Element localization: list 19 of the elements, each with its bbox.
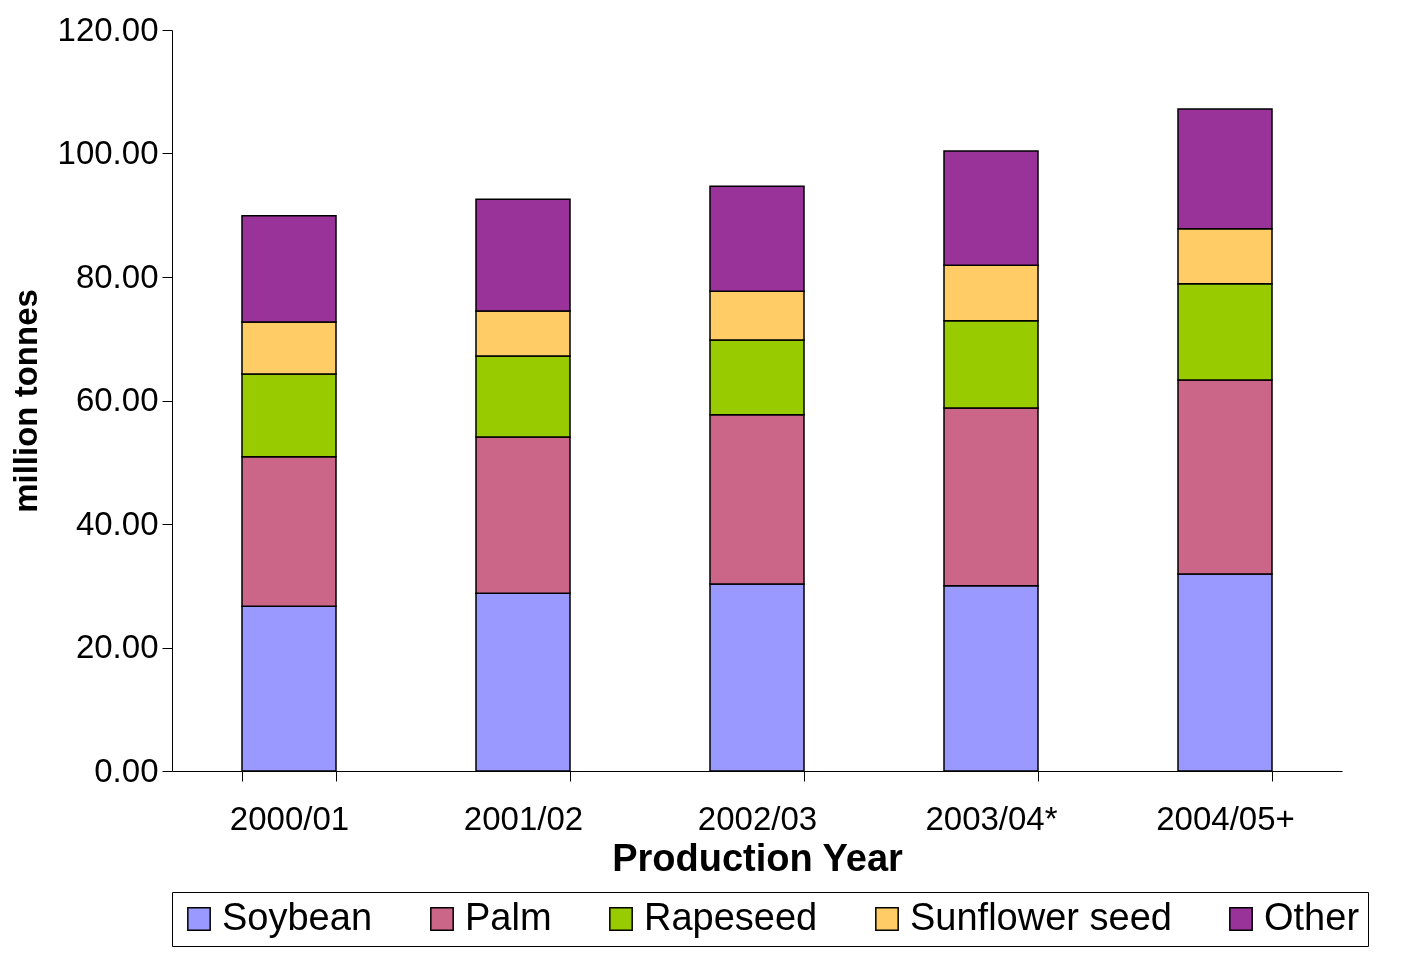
y-tick-label: 0.00	[94, 751, 159, 789]
y-tick-label: 100.00	[57, 134, 159, 171]
legend-label: Palm	[465, 896, 552, 938]
y-tick-label: 80.00	[75, 257, 159, 295]
x-tick-label: 2001/02	[463, 799, 584, 837]
y-tick-label: 20.00	[75, 628, 159, 665]
legend-label: Other	[1264, 896, 1360, 938]
y-tick-label: 120.00	[57, 10, 159, 48]
x-tick-label: 2000/01	[229, 799, 350, 837]
legend-label: Soybean	[222, 896, 373, 938]
x-tick-label: 2004/05+	[1156, 799, 1295, 837]
y-tick-label: 60.00	[75, 381, 159, 418]
x-tick-label: 2003/04*	[925, 799, 1058, 837]
y-axis-title: million tonnes	[6, 289, 44, 513]
legend-label: Rapeseed	[644, 896, 818, 938]
y-tick-label: 40.00	[75, 504, 159, 542]
legend-label: Sunflower seed	[910, 896, 1172, 938]
x-tick-label: 2002/03	[697, 799, 818, 837]
x-axis-title: Production Year	[612, 836, 904, 879]
